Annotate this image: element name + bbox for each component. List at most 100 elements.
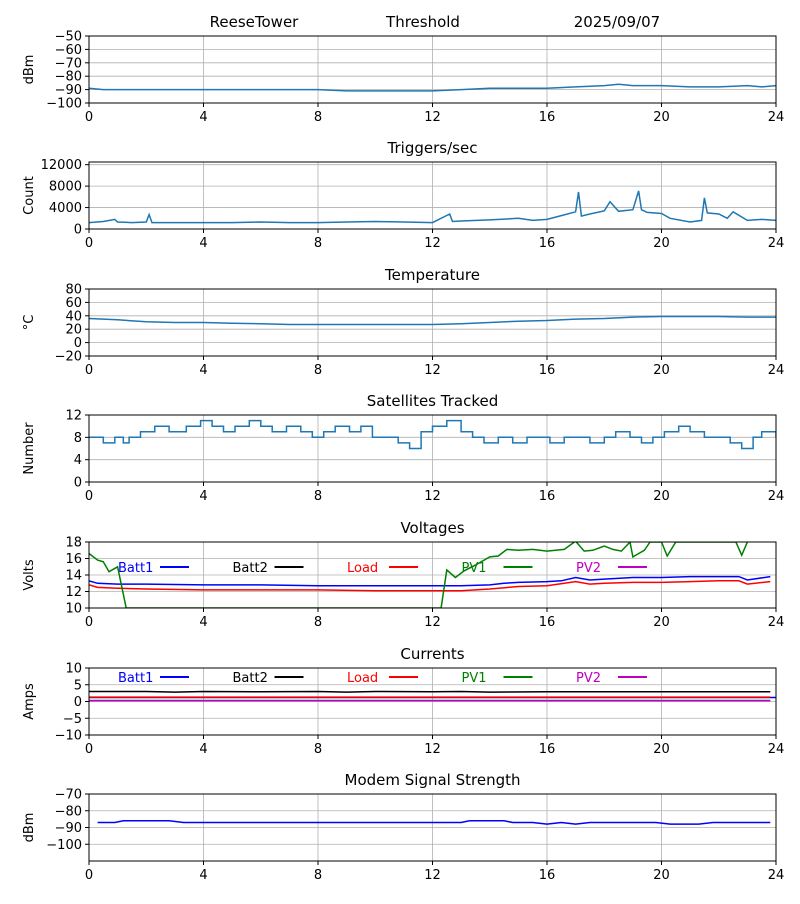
y-tick-label: 80 <box>65 283 82 298</box>
y-tick-label: 12 <box>65 585 82 600</box>
x-tick-label: 12 <box>424 868 441 883</box>
y-tick-label: −60 <box>55 43 82 58</box>
x-tick-label: 16 <box>539 110 556 125</box>
y-tick-label: −70 <box>55 56 82 71</box>
chart-title: Triggers/sec <box>387 139 478 157</box>
series-line <box>89 190 776 224</box>
legend-label: PV1 <box>462 561 487 576</box>
series-line <box>97 820 771 825</box>
series-line <box>89 83 776 92</box>
legend-label: Load <box>347 671 378 686</box>
x-tick-label: 16 <box>539 236 556 251</box>
x-tick-label: 4 <box>199 742 207 757</box>
y-tick-label: −100 <box>46 838 82 853</box>
x-tick-label: 8 <box>314 742 322 757</box>
y-tick-label: 60 <box>65 296 82 311</box>
x-tick-label: 12 <box>424 110 441 125</box>
y-tick-label: 40 <box>65 309 82 324</box>
chart-panel-4: 0 4 8 12 16 20 24 0 4 8 12 Number Satellites Tracked <box>22 392 784 504</box>
series-line-load <box>89 580 771 592</box>
x-tick-label: 16 <box>539 363 556 378</box>
header-date: 2025/09/07 <box>574 13 660 31</box>
x-tick-label: 20 <box>653 742 670 757</box>
x-tick-label: 8 <box>314 363 322 378</box>
x-tick-label: 0 <box>85 615 93 630</box>
series-line-pv1 <box>89 542 749 608</box>
legend-label: Batt2 <box>233 561 268 576</box>
header-subtitle: Threshold <box>385 13 460 31</box>
x-tick-label: 20 <box>653 110 670 125</box>
x-tick-label: 16 <box>539 742 556 757</box>
y-tick-label: 12000 <box>41 158 82 173</box>
x-tick-label: 0 <box>85 489 93 504</box>
chart-panel-2: 0 4 8 12 16 20 24 0 4000 8000 12000 Count Triggers/s… <box>22 139 784 251</box>
y-tick-label: 0 <box>74 476 82 491</box>
x-tick-label: 12 <box>424 615 441 630</box>
chart-title: Voltages <box>400 519 464 537</box>
x-tick-label: 24 <box>768 742 785 757</box>
y-tick-label: 12 <box>65 409 82 424</box>
x-tick-label: 0 <box>85 742 93 757</box>
y-tick-label: 14 <box>65 569 82 584</box>
y-tick-label: 0 <box>74 223 82 238</box>
legend-label: Batt1 <box>118 671 153 686</box>
y-tick-label: 20 <box>65 323 82 338</box>
x-tick-label: 0 <box>85 110 93 125</box>
legend-label: PV1 <box>462 671 487 686</box>
x-tick-label: 4 <box>199 110 207 125</box>
y-tick-label: −90 <box>55 83 82 98</box>
x-tick-label: 4 <box>199 236 207 251</box>
chart-panel-7: 0 4 8 12 16 20 24 −100 −90 −80−70 dBm Modem Signal … <box>22 771 784 883</box>
header-station: ReeseTower <box>210 13 300 31</box>
x-tick-label: 12 <box>424 742 441 757</box>
y-tick-label: 0 <box>74 336 82 351</box>
y-tick-label: −50 <box>55 30 82 45</box>
chart-title: Satellites Tracked <box>367 392 498 410</box>
y-tick-label: −80 <box>55 804 82 819</box>
x-tick-label: 24 <box>768 110 785 125</box>
series-line-batt1 <box>89 575 771 587</box>
series-line <box>89 419 776 450</box>
legend-label: Batt2 <box>233 671 268 686</box>
x-tick-label: 24 <box>768 615 785 630</box>
x-tick-label: 20 <box>653 363 670 378</box>
x-tick-label: 24 <box>768 236 785 251</box>
y-tick-label: 8000 <box>49 180 82 195</box>
y-tick-label: −10 <box>55 729 82 744</box>
y-tick-label: −5 <box>63 712 82 727</box>
x-tick-label: 8 <box>314 868 322 883</box>
y-axis-label: Count <box>22 176 37 215</box>
x-tick-label: 4 <box>199 615 207 630</box>
y-tick-label: −80 <box>55 70 82 85</box>
x-tick-label: 24 <box>768 363 785 378</box>
chart-panel-1: 0 4 8 12 16 20 24 −100−90−80−70−60−50 dBm <box>22 30 784 126</box>
chart-title: Modem Signal Strength <box>345 771 521 789</box>
x-tick-label: 4 <box>199 363 207 378</box>
x-tick-label: 4 <box>199 868 207 883</box>
y-tick-label: 10 <box>65 662 82 677</box>
chart-title: Temperature <box>384 266 480 284</box>
x-tick-label: 16 <box>539 615 556 630</box>
x-tick-label: 20 <box>653 489 670 504</box>
legend-label: Batt1 <box>118 561 153 576</box>
y-tick-label: 4 <box>74 453 82 468</box>
y-tick-label: −100 <box>46 97 82 112</box>
x-tick-label: 16 <box>539 489 556 504</box>
y-tick-label: 18 <box>65 536 82 551</box>
series-line-batt2 <box>89 690 771 693</box>
y-tick-label: 0 <box>74 695 82 710</box>
y-tick-label: 16 <box>65 552 82 567</box>
y-axis-label: °C <box>22 315 37 331</box>
x-tick-label: 20 <box>653 615 670 630</box>
x-tick-label: 12 <box>424 236 441 251</box>
x-tick-label: 12 <box>424 489 441 504</box>
y-axis-label: dBm <box>22 55 37 85</box>
x-tick-label: 0 <box>85 363 93 378</box>
y-tick-label: −20 <box>55 350 82 365</box>
legend-label: Load <box>347 561 378 576</box>
legend-label: PV2 <box>576 671 601 686</box>
